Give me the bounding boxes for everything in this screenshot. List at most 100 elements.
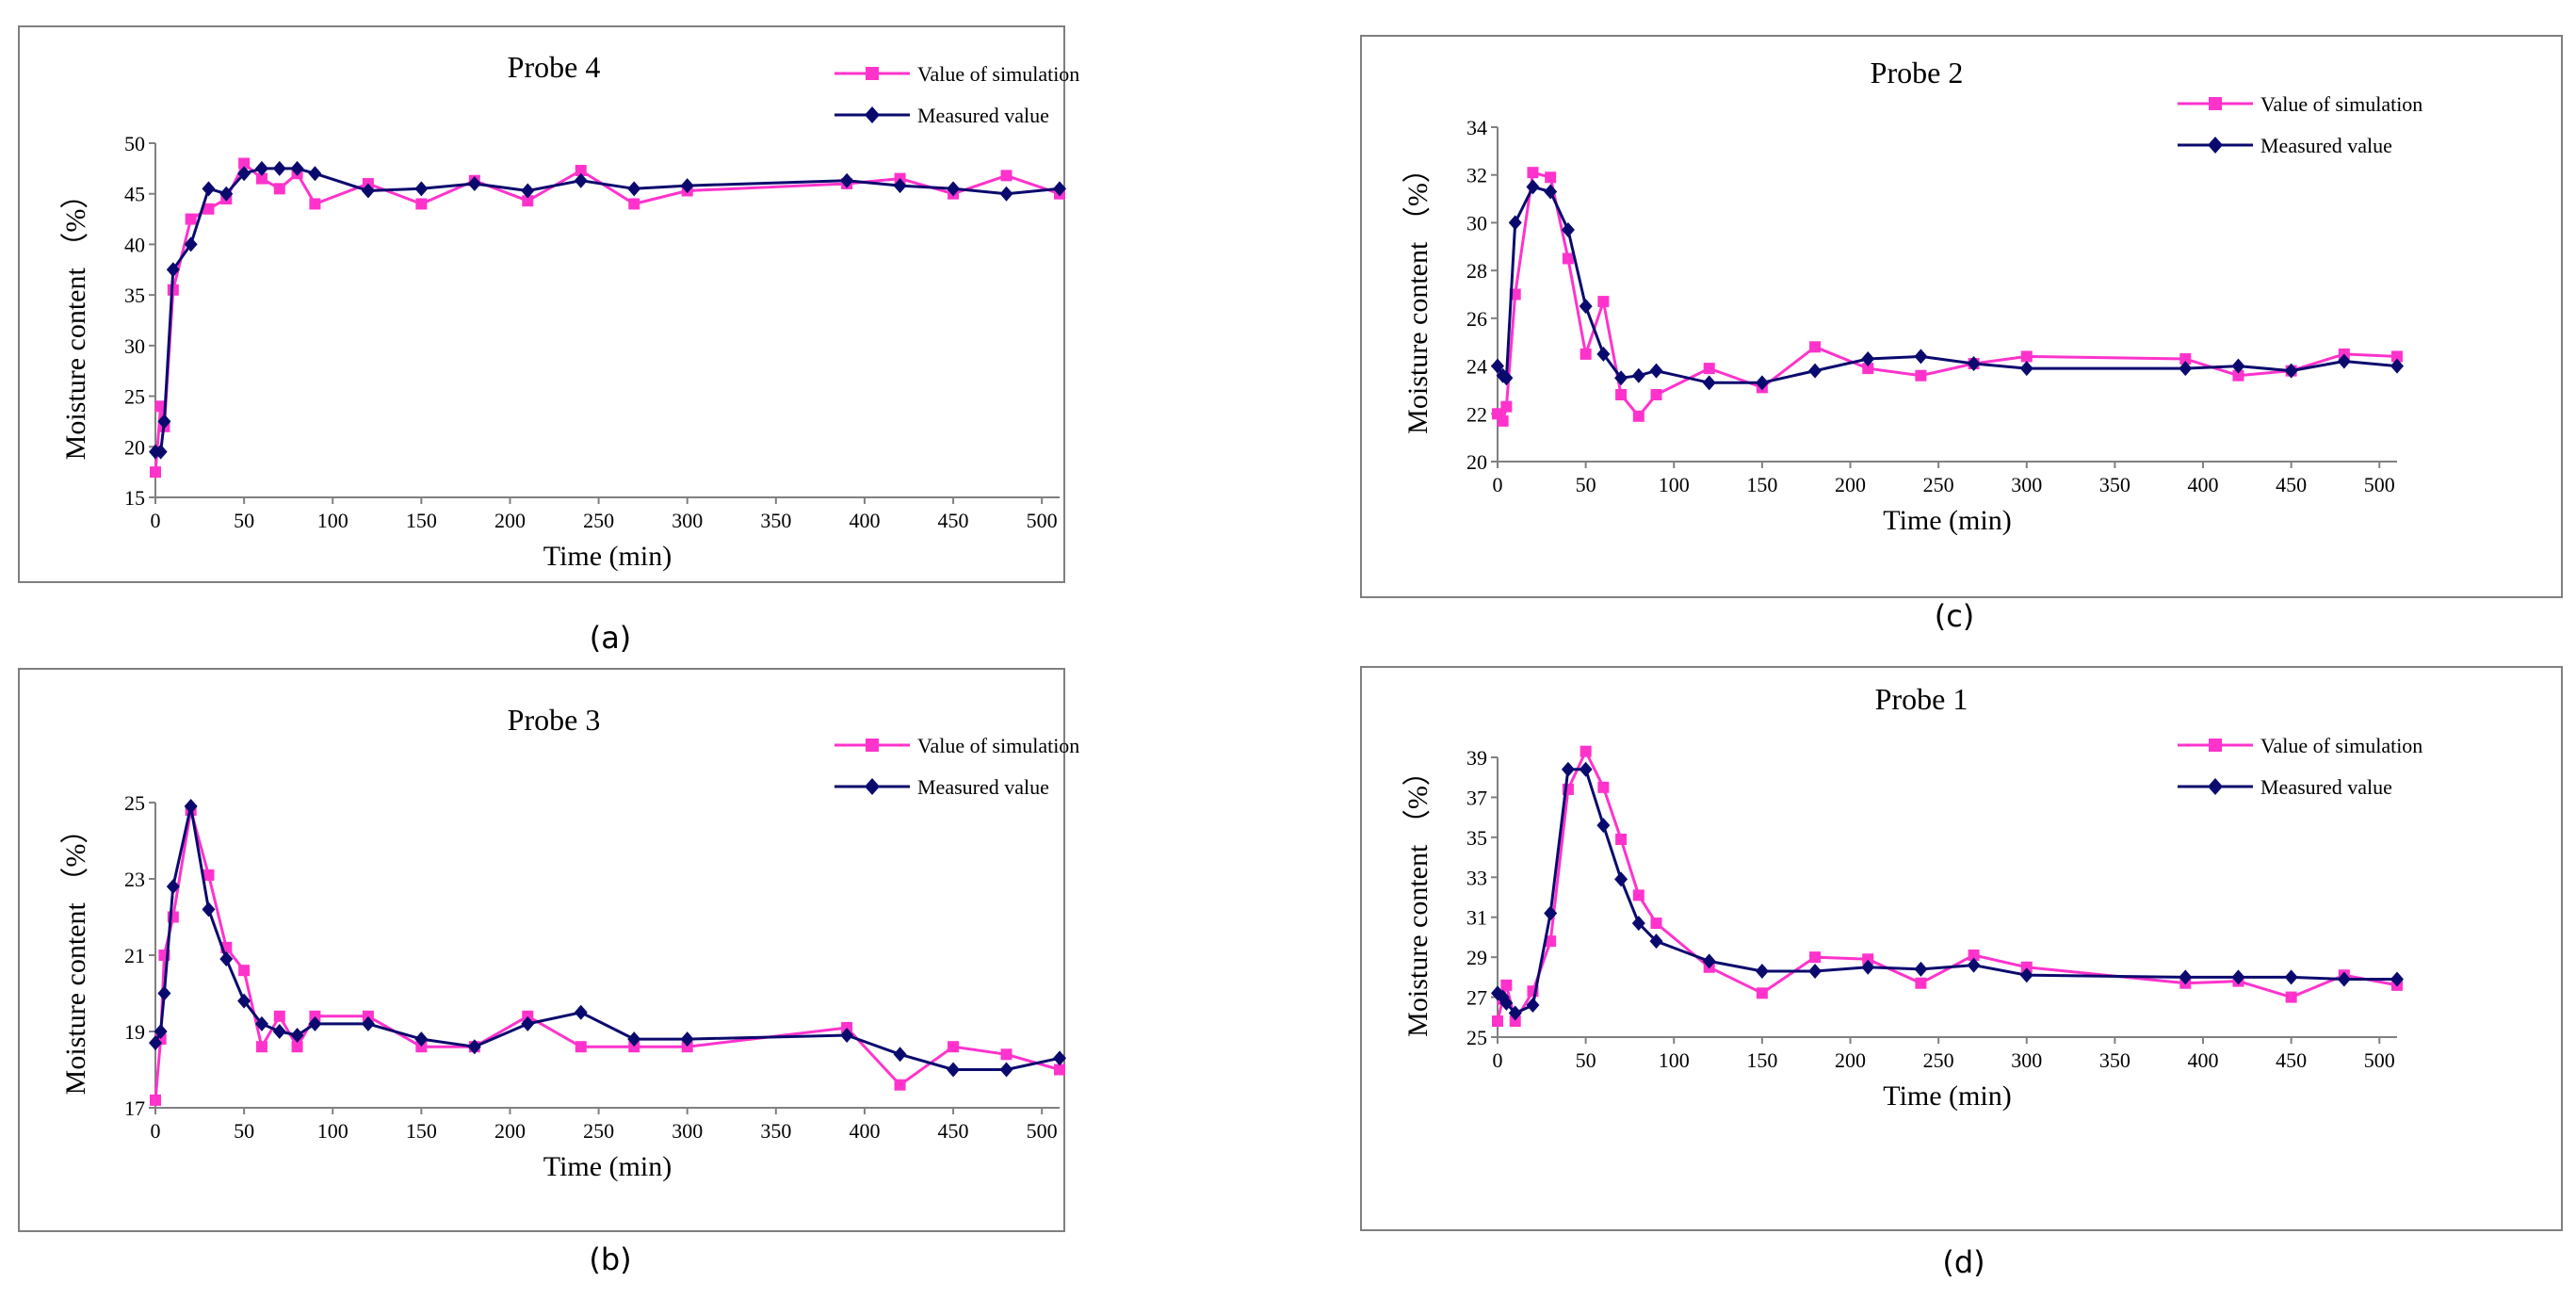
x-tick-label: 0: [151, 1119, 161, 1143]
data-point-measured: [1649, 934, 1663, 950]
legend-label-simulation: Value of simulation: [2260, 734, 2422, 757]
data-point-simulation: [238, 157, 251, 170]
data-point-measured: [680, 1031, 694, 1047]
data-point-simulation: [255, 1041, 267, 1053]
legend: Value of simulation Measured value: [2178, 92, 2422, 157]
y-tick-label: 28: [1466, 259, 1487, 283]
x-tick-label: 350: [760, 1119, 791, 1143]
x-tick-label: 250: [1923, 473, 1954, 496]
data-point-simulation: [628, 198, 640, 210]
x-tick-label: 450: [2276, 473, 2307, 496]
data-point-measured: [2019, 967, 2033, 983]
data-point-measured: [1967, 356, 1981, 372]
data-point-simulation: [1632, 889, 1644, 901]
y-tick-label: 22: [1466, 402, 1487, 426]
data-point-measured: [999, 1062, 1013, 1078]
x-tick-label: 0: [1493, 473, 1503, 496]
y-axis-title: Moisture content （%）: [60, 816, 91, 1096]
y-tick-label: 25: [124, 385, 145, 409]
data-point-simulation: [1545, 935, 1557, 948]
y-tick-label: 25: [1466, 1026, 1487, 1049]
y-tick-label: 19: [124, 1020, 145, 1044]
y-tick-label: 37: [1466, 786, 1487, 809]
data-point-simulation: [2020, 350, 2033, 363]
data-point-measured: [2231, 358, 2245, 374]
legend: Value of simulation Measured value: [2178, 734, 2422, 799]
series-measured: [149, 799, 1066, 1078]
data-point-simulation: [1509, 1015, 1521, 1028]
data-point-measured: [254, 160, 268, 176]
x-tick-label: 50: [1576, 473, 1596, 496]
data-point-measured: [2337, 971, 2351, 987]
data-point-simulation: [185, 213, 197, 225]
data-point-measured: [947, 1062, 961, 1078]
data-point-simulation: [522, 1010, 534, 1022]
x-tick-label: 300: [672, 1119, 703, 1143]
chart-panel-4: 25 27 29 31 33 35 37 39 0 50 100 150 200 250 300 350 400…: [1360, 666, 2563, 1231]
y-tick-label: 34: [1466, 116, 1487, 139]
x-axis-title: Time (min): [1883, 505, 2011, 536]
data-point-measured: [2337, 353, 2351, 369]
panel-caption: (a): [590, 620, 632, 656]
data-point-measured: [149, 1035, 162, 1051]
data-point-measured: [361, 183, 375, 199]
x-tick-label: 400: [2188, 473, 2219, 496]
x-tick-label: 200: [1835, 1048, 1866, 1072]
data-point-simulation: [1500, 400, 1513, 413]
data-point-measured: [1053, 1050, 1066, 1066]
data-point-measured: [237, 993, 251, 1009]
data-point-measured: [272, 160, 286, 176]
data-point-measured: [574, 1004, 588, 1020]
data-point-simulation: [2020, 961, 2033, 973]
data-point-measured: [414, 1031, 429, 1047]
data-point-measured: [840, 172, 854, 188]
y-tick-label: 17: [124, 1096, 145, 1120]
data-point-measured: [157, 414, 171, 430]
y-tick-label: 31: [1466, 906, 1487, 930]
panel-caption: (d): [1942, 1244, 1985, 1280]
data-point-measured: [1861, 350, 1875, 366]
data-point-simulation: [2285, 991, 2297, 1003]
data-point-measured: [308, 166, 322, 182]
data-point-measured: [521, 183, 535, 199]
data-point-simulation: [150, 1094, 161, 1106]
data-point-measured: [1631, 916, 1645, 932]
x-tick-label: 250: [583, 1119, 614, 1143]
data-point-measured: [1914, 349, 1928, 365]
y-tick-label: 45: [124, 183, 145, 206]
legend-marker-measured: [2208, 137, 2223, 154]
y-tick-label: 20: [1466, 450, 1487, 474]
data-point-measured: [893, 1047, 907, 1063]
data-point-measured: [1914, 961, 1928, 977]
series-measured: [1491, 179, 2404, 391]
data-point-simulation: [238, 965, 251, 977]
data-point-measured: [2179, 361, 2193, 377]
data-point-measured: [1508, 1005, 1522, 1021]
data-point-measured: [1544, 905, 1558, 921]
y-axis-title: Moisture content （%）: [60, 181, 91, 461]
data-point-measured: [574, 172, 588, 188]
x-tick-label: 500: [1027, 509, 1058, 532]
data-point-measured: [1861, 959, 1875, 975]
data-point-simulation: [1597, 781, 1610, 793]
data-point-measured: [202, 901, 216, 917]
data-point-measured: [2390, 358, 2404, 374]
legend: Value of simulation Measured value: [834, 734, 1079, 799]
y-tick-label: 25: [124, 791, 145, 815]
data-point-simulation: [1756, 987, 1768, 999]
data-point-measured: [361, 1015, 375, 1031]
y-tick-label: 24: [1466, 355, 1487, 379]
y-tick-label: 23: [124, 868, 145, 891]
data-point-measured: [1053, 181, 1066, 197]
y-tick-label: 32: [1466, 164, 1487, 187]
y-tick-label: 40: [124, 233, 145, 256]
data-point-simulation: [1650, 917, 1662, 930]
x-tick-label: 250: [583, 509, 614, 532]
legend-label-simulation: Value of simulation: [917, 62, 1079, 86]
y-axis-title: Moisture content （%）: [1402, 757, 1434, 1037]
data-point-simulation: [415, 1041, 428, 1053]
x-tick-label: 250: [1923, 1048, 1954, 1072]
data-point-simulation: [894, 1079, 906, 1091]
x-tick-label: 500: [2364, 1048, 2395, 1072]
